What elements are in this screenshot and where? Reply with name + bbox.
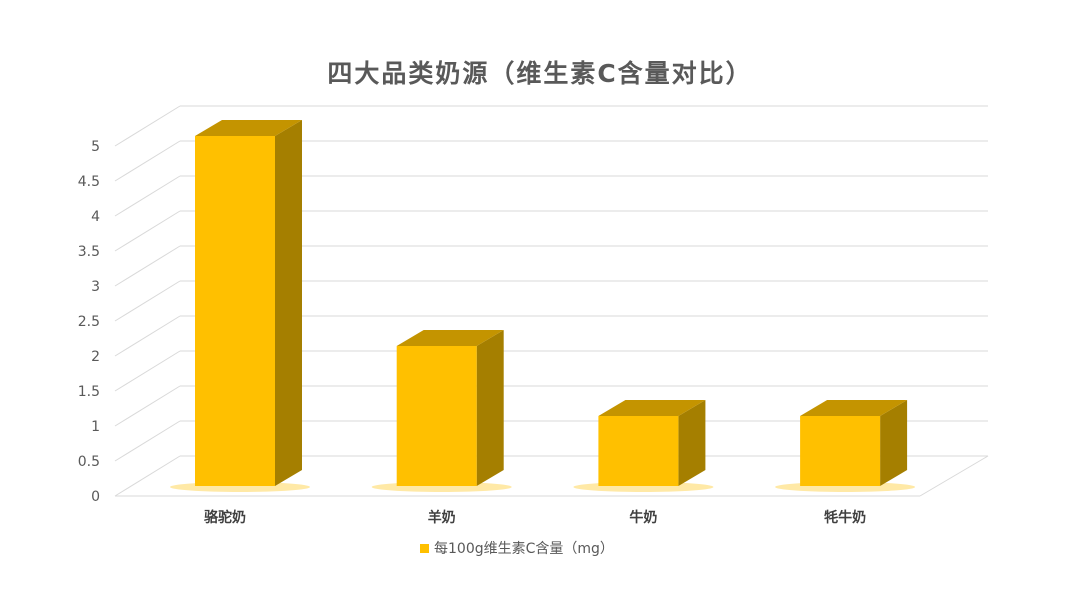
bar-side: [275, 120, 302, 486]
floor-right-edge: [919, 455, 989, 497]
x-tick-label: 牛奶: [629, 509, 657, 526]
bar: [800, 416, 881, 486]
gridline-side: [114, 455, 181, 497]
gridline-side: [114, 245, 181, 287]
legend-swatch: [420, 543, 429, 553]
x-tick-label: 牦牛奶: [824, 509, 866, 526]
gridline-side: [114, 105, 181, 147]
y-tick-label: 1: [91, 419, 100, 435]
y-tick-label: 1.5: [78, 384, 100, 400]
y-tick-label: 0: [91, 489, 100, 505]
bar-top: [800, 400, 908, 416]
gridline-side: [114, 210, 181, 252]
y-tick-label: 2: [91, 349, 100, 365]
gridline-side: [114, 350, 181, 392]
gridline-side: [114, 385, 181, 427]
y-tick-label: 3: [91, 279, 100, 295]
y-tick-label: 5: [91, 139, 100, 155]
bar-side: [678, 400, 706, 486]
y-tick-label: 4: [91, 209, 100, 225]
gridline-side: [114, 315, 181, 357]
x-tick-label: 骆驼奶: [204, 509, 246, 526]
bar: [598, 416, 679, 486]
legend: 每100g维生素C含量（mg）: [420, 538, 614, 558]
bar-side: [880, 400, 908, 486]
bar: [195, 136, 275, 486]
bar-side: [476, 330, 504, 486]
y-tick-label: 0.5: [78, 454, 100, 470]
bar: [396, 346, 477, 486]
bar-top: [598, 400, 706, 416]
bar-top: [195, 120, 302, 136]
bar-top: [396, 330, 504, 346]
gridline-side: [114, 420, 181, 462]
gridline-side: [114, 175, 181, 217]
gridline-side: [114, 140, 181, 182]
y-tick-label: 4.5: [78, 174, 100, 190]
y-tick-label: 2.5: [78, 314, 100, 330]
x-tick-label: 羊奶: [428, 509, 456, 526]
y-tick-label: 3.5: [78, 244, 100, 260]
legend-label: 每100g维生素C含量（mg）: [434, 541, 614, 557]
chart-title: 四大品类奶源（维生素C含量对比）: [327, 59, 753, 88]
gridline-side: [114, 280, 181, 322]
